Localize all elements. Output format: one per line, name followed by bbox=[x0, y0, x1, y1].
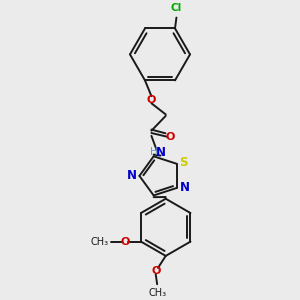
Text: S: S bbox=[179, 156, 188, 169]
Text: O: O bbox=[147, 94, 156, 105]
Text: N: N bbox=[156, 146, 166, 159]
Text: O: O bbox=[151, 266, 160, 276]
Text: N: N bbox=[179, 182, 190, 194]
Text: Cl: Cl bbox=[171, 3, 182, 13]
Text: CH₃: CH₃ bbox=[148, 288, 166, 298]
Text: O: O bbox=[166, 132, 175, 142]
Text: O: O bbox=[121, 237, 130, 247]
Text: N: N bbox=[127, 169, 136, 182]
Text: H: H bbox=[150, 147, 158, 157]
Text: CH₃: CH₃ bbox=[91, 237, 109, 247]
